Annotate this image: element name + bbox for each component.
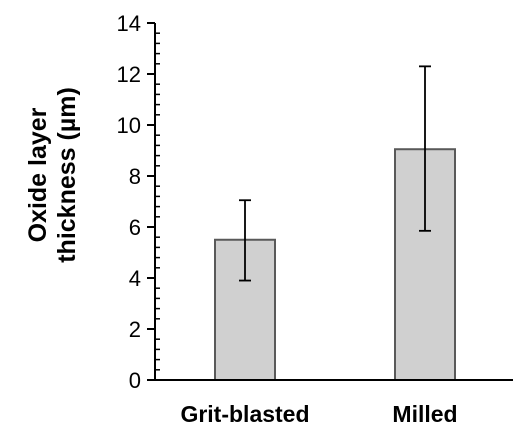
bars-group [214,148,456,381]
y-tick-label: 14 [117,11,141,36]
y-tick-label: 6 [129,215,141,240]
y-axis-title-line-2: thickness (µm) [53,87,81,263]
y-tick-label: 0 [129,368,141,393]
y-tick-label: 10 [117,113,141,138]
x-tick-label: Grit-blasted [180,401,309,427]
y-axis: 0 2 4 6 8 10 12 14 [117,11,160,393]
y-tick-label: 2 [129,317,141,342]
x-tick-label: Milled [392,401,457,427]
x-axis: Grit-blasted Milled [155,379,513,427]
error-bars-group [239,65,431,282]
y-tick-label: 8 [129,164,141,189]
y-tick-label: 12 [117,62,141,87]
y-axis-title: Oxide layer thickness (µm) [24,87,81,263]
y-tick-label: 4 [129,266,141,291]
y-axis-title-line-1: Oxide layer [24,107,52,242]
